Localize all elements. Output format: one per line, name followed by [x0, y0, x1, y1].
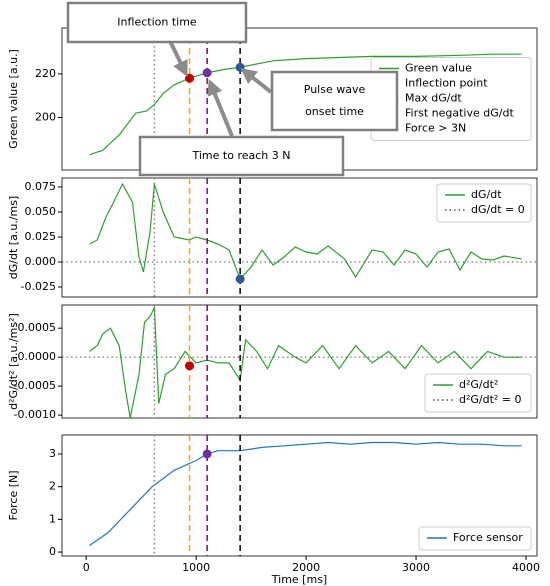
y-tick-label: 0.025 [25, 230, 57, 243]
annotation-text: Inflection time [117, 16, 197, 29]
y-tick-label: -0.025 [21, 280, 56, 293]
legend-label: Green value [405, 62, 472, 75]
legend-label: Max dG/dt [405, 92, 462, 105]
y-tick-label: 2 [49, 480, 56, 493]
y-tick-label: 0.0000 [18, 350, 57, 363]
legend-box [436, 183, 532, 223]
y-tick-label: 220 [35, 67, 56, 80]
x-axis-label: Time [ms] [271, 573, 327, 586]
legend-box [418, 526, 532, 551]
annotation-arrow [207, 79, 234, 137]
x-tick-label: 3000 [402, 561, 430, 574]
y-tick-label: 200 [35, 111, 56, 124]
event-dot [202, 68, 212, 78]
y-axis-label: dG/dt [a.u./ms] [7, 196, 20, 279]
data-line [89, 53, 522, 156]
y-tick-label: -0.0005 [14, 379, 56, 392]
y-tick-label: 0.0005 [18, 321, 57, 334]
annotation-arrow [168, 40, 188, 77]
data-line [89, 182, 522, 281]
legend-label: dG/dt = 0 [471, 203, 525, 216]
annotation-text: onset time [305, 105, 364, 118]
event-dot [235, 274, 245, 284]
plot-frame [61, 304, 538, 419]
legend-label: Force sensor [453, 531, 523, 544]
y-tick-label: 0.000 [25, 255, 57, 268]
annotation-box [270, 70, 399, 132]
legend-label: First negative dG/dt [405, 107, 514, 120]
annotation-arrow [240, 68, 273, 94]
data-line [89, 441, 522, 546]
y-tick-label: -0.0010 [14, 408, 56, 421]
legend-label: dG/dt [471, 188, 502, 201]
y-tick-label: 0 [49, 545, 56, 558]
annotation-text: Pulse wave [304, 83, 366, 96]
y-axis-label: Green value [a.u.] [7, 49, 20, 149]
annotation-box [66, 1, 248, 44]
x-tick-label: 0 [83, 561, 90, 574]
legend-label: d²G/dt² = 0 [459, 393, 522, 406]
annotation-text: Time to reach 3 N [192, 149, 291, 162]
plot-frame [61, 434, 538, 557]
event-dot [185, 73, 195, 83]
y-tick-label: 1 [49, 512, 56, 525]
x-tick-label: 1000 [182, 561, 210, 574]
legend-box [424, 373, 532, 413]
y-tick-label: 0.050 [25, 205, 57, 218]
legend-label: d²G/dt² [459, 378, 498, 391]
y-tick-label: 3 [49, 447, 56, 460]
event-dot [185, 361, 195, 371]
legend-label: Force > 3N [405, 122, 466, 135]
y-tick-label: 0.075 [25, 180, 57, 193]
y-axis-label: Force [N] [7, 470, 20, 520]
x-tick-label: 2000 [292, 561, 320, 574]
annotation-box [138, 135, 345, 177]
legend-label: Inflection point [405, 77, 488, 90]
y-axis-label: d²G/dt² [a.u./ms²] [7, 313, 20, 410]
event-dot [202, 449, 212, 459]
x-tick-label: 4000 [512, 561, 540, 574]
